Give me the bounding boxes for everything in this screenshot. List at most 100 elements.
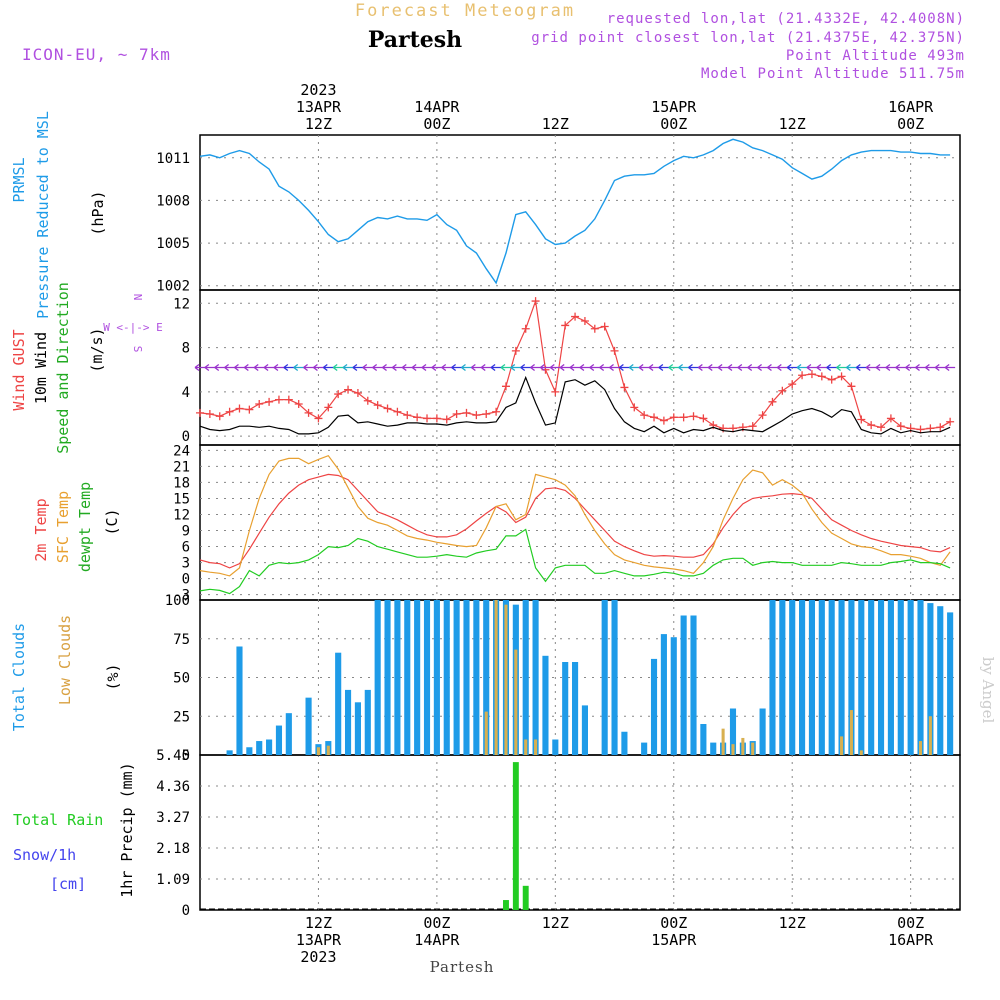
- total-cloud-bar: [937, 606, 944, 755]
- total-cloud-bar: [858, 600, 865, 755]
- wind-arrow: [934, 363, 946, 372]
- temp-unit: (C): [103, 508, 121, 535]
- total-cloud-bar: [404, 600, 411, 755]
- y-tick-label: 9: [182, 524, 190, 540]
- gust-marker: [827, 375, 836, 384]
- temperature-panel: [199, 444, 961, 601]
- wind-arrow: [796, 363, 808, 372]
- total-cloud-bar: [414, 600, 421, 755]
- compass-we: W <-|-> E: [103, 321, 163, 334]
- y-tick-label: 3.27: [156, 810, 190, 826]
- gust-marker: [689, 412, 698, 421]
- bottom-tick-label: 00Z: [897, 914, 924, 932]
- wind-arrow: [322, 363, 334, 372]
- total-cloud-bar: [710, 742, 717, 755]
- gust-marker: [383, 404, 392, 413]
- gust-marker: [245, 405, 254, 414]
- wind-label: 10m Wind: [32, 332, 50, 404]
- point-altitude: Point Altitude 493m: [786, 48, 965, 64]
- wind-arrow: [895, 363, 906, 372]
- total-cloud-bar: [522, 600, 529, 755]
- wind-arrow: [885, 363, 896, 372]
- y-tick-label: 18: [173, 475, 190, 491]
- gust-marker: [482, 410, 491, 418]
- gust-marker: [413, 413, 422, 422]
- wind-arrow: [372, 363, 383, 372]
- wind-arrow: [865, 363, 877, 372]
- total-cloud-bar: [344, 689, 352, 755]
- y-tick-label: 1005: [156, 236, 190, 252]
- wind-arrow: [421, 363, 433, 372]
- wind-arrow: [658, 363, 669, 372]
- bottom-tick-label: 12Z: [305, 914, 332, 932]
- gust-marker: [788, 380, 797, 389]
- wind-arrow: [549, 363, 561, 372]
- bottom-tick-label: 15APR: [651, 931, 697, 949]
- wind-arrow: [579, 363, 590, 372]
- top-tick-label: 12Z: [779, 115, 806, 133]
- dewpt-label: dewpt Temp: [76, 482, 94, 572]
- wind-arrow: [362, 363, 373, 372]
- wind-arrow: [925, 363, 936, 372]
- gust-marker: [817, 372, 826, 381]
- gust-marker: [215, 412, 224, 421]
- total-cloud-bar: [828, 600, 835, 755]
- total-cloud-bar: [897, 600, 904, 755]
- total-cloud-bar: [572, 662, 579, 755]
- gust-marker: [728, 424, 737, 433]
- wind-arrow: [382, 363, 393, 372]
- total-cloud-bar: [601, 600, 608, 755]
- gust-marker: [778, 386, 787, 395]
- total-cloud-bar: [611, 600, 618, 755]
- wind-arrow: [441, 363, 452, 372]
- gust-marker: [551, 387, 560, 396]
- wind-arrow: [589, 363, 600, 372]
- wind-arrow: [757, 363, 768, 372]
- y-tick-label: 8: [182, 341, 190, 357]
- wind-arrow: [569, 363, 581, 372]
- wind-arrow: [806, 363, 817, 372]
- total-cloud-bar: [868, 600, 875, 755]
- wind-arrow: [214, 363, 225, 372]
- wind-arrow: [668, 363, 679, 372]
- top-tick-label: 14APR: [414, 98, 460, 116]
- wind-arrow: [194, 363, 205, 372]
- low-cloud-bar: [928, 716, 932, 755]
- total-cloud-bar: [779, 600, 786, 755]
- wind-arrow: [490, 363, 502, 372]
- gust-marker: [284, 395, 293, 404]
- low-cloud-bar: [918, 741, 923, 755]
- total-cloud-bar: [887, 600, 894, 755]
- wind-arrow: [500, 363, 511, 372]
- total-cloud-bar: [581, 705, 588, 755]
- wind-arrow: [697, 363, 709, 372]
- low-cloud-bar: [534, 739, 538, 755]
- low-cloud-bar: [484, 711, 488, 755]
- wind-arrow: [520, 363, 531, 372]
- wind-arrow: [905, 363, 916, 372]
- gust-marker: [511, 346, 520, 355]
- gust-marker: [748, 422, 757, 431]
- total-cloud-bar: [917, 600, 924, 755]
- gust-marker: [600, 322, 609, 331]
- sfc-temp-label: SFC Temp: [54, 491, 72, 563]
- gust-marker: [936, 423, 945, 432]
- gust-label: Wind GUST: [10, 329, 28, 410]
- gust-marker: [255, 400, 264, 409]
- y-tick-label: 1011: [156, 151, 190, 167]
- gust-marker: [442, 415, 451, 424]
- y-tick-label: 1008: [156, 193, 190, 209]
- top-tick-label: 12Z: [305, 115, 332, 133]
- wind-arrow: [846, 363, 857, 372]
- gust-marker: [314, 414, 323, 423]
- total-cloud-bar: [838, 600, 845, 755]
- total-cloud-bar: [680, 615, 687, 755]
- total-cloud-bar: [660, 634, 667, 755]
- sfc-temp-line: [199, 454, 951, 577]
- wind-arrow: [530, 363, 541, 372]
- wind-arrow: [747, 363, 758, 372]
- total-cloud-bar: [335, 652, 342, 755]
- compass-n: N: [131, 294, 144, 301]
- total-cloud-bar: [275, 725, 283, 755]
- rain-bar: [512, 762, 519, 910]
